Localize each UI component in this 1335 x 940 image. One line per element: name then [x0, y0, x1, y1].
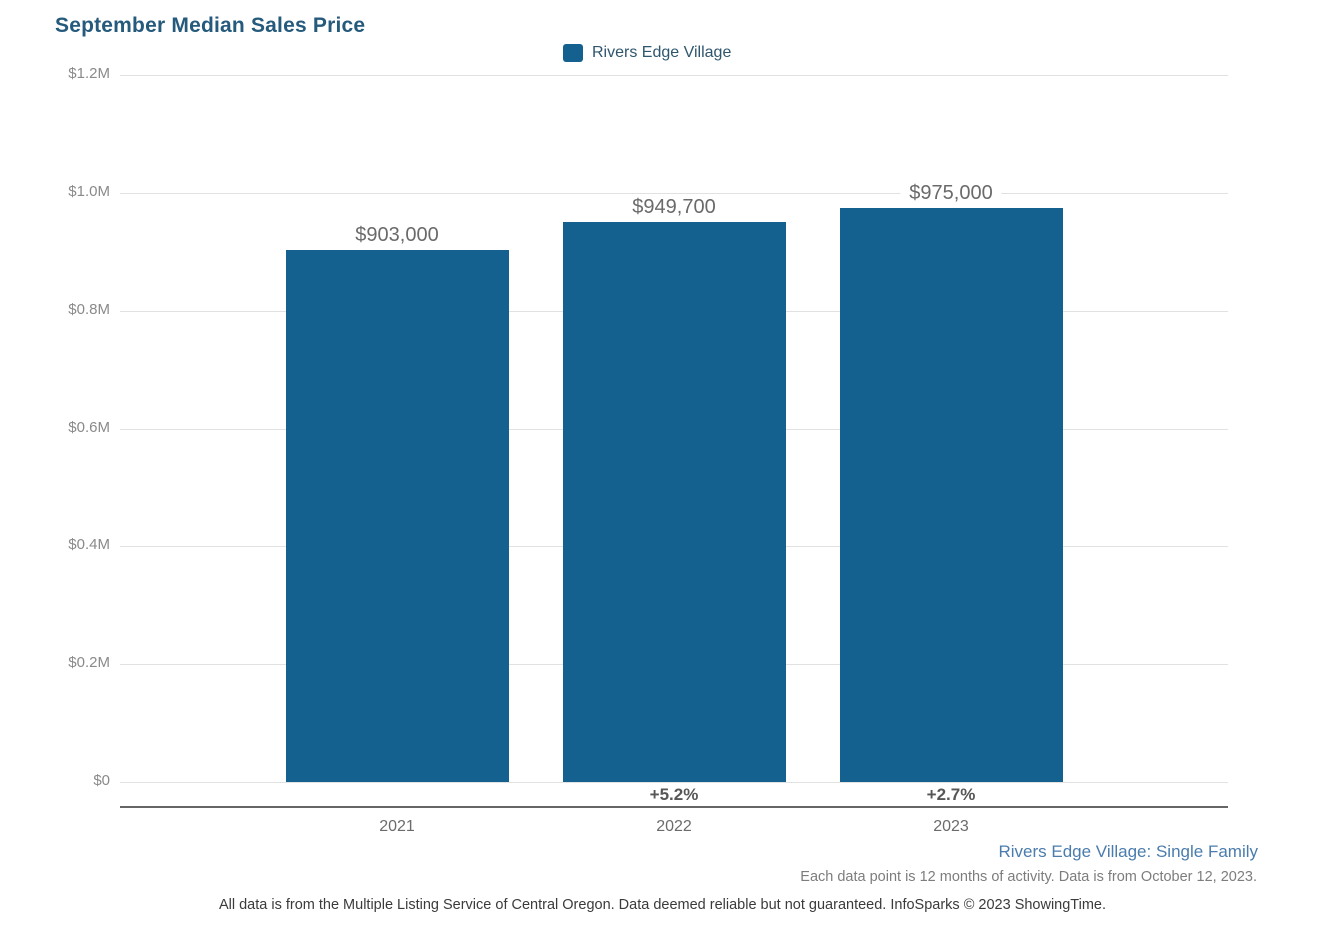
x-axis-tick-label: 2023: [933, 818, 969, 835]
y-axis-tick-label: $1.2M: [68, 65, 110, 82]
bar-2022[interactable]: [562, 222, 786, 782]
y-axis-tick-label: $0.2M: [68, 654, 110, 672]
bar-2023[interactable]: [839, 207, 1063, 782]
bar-2021[interactable]: [285, 249, 509, 782]
y-axis-tick-label: $0: [93, 772, 110, 789]
bar-value-label: $975,000: [900, 180, 1002, 205]
bar-value-label: $949,700: [623, 195, 725, 220]
legend-item-rivers-edge-village[interactable]: Rivers Edge Village: [563, 44, 731, 62]
pct-change-label: +5.2%: [649, 785, 699, 804]
x-axis-line: [120, 806, 1228, 808]
y-axis-tick-label: $0.6M: [68, 418, 110, 436]
bar-value-label: $903,000: [346, 222, 448, 247]
chart-title: September Median Sales Price: [55, 14, 366, 37]
footer-disclaimer: All data is from the Multiple Listing Se…: [218, 897, 1107, 913]
legend-label: Rivers Edge Village: [592, 44, 732, 61]
y-axis-tick-label: $1.0M: [68, 182, 110, 200]
footer-series-descriptor[interactable]: Rivers Edge Village: Single Family: [998, 842, 1258, 861]
gridline: [120, 782, 1228, 783]
gridline: [120, 75, 1228, 76]
gridline: [120, 192, 1228, 194]
footer-data-note: Each data point is 12 months of activity…: [800, 869, 1257, 885]
legend-swatch-icon: [563, 44, 583, 62]
pct-change-label: +2.7%: [926, 785, 976, 804]
y-axis-tick-label: $0.8M: [68, 300, 110, 318]
x-axis-tick-label: 2021: [379, 818, 415, 835]
x-axis-tick-label: 2022: [656, 818, 692, 835]
y-axis-tick-label: $0.4M: [68, 536, 110, 554]
